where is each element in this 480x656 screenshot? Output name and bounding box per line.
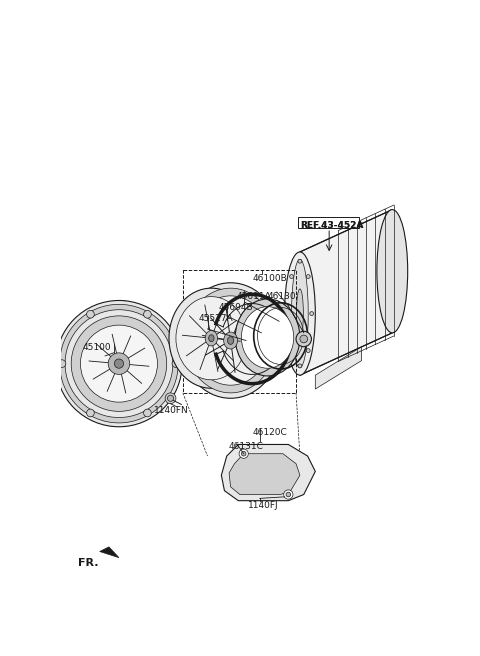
Circle shape bbox=[298, 259, 302, 263]
Circle shape bbox=[86, 409, 94, 417]
Ellipse shape bbox=[235, 299, 300, 376]
Ellipse shape bbox=[108, 353, 130, 375]
Ellipse shape bbox=[180, 283, 281, 398]
Text: 46131C: 46131C bbox=[229, 442, 264, 451]
Polygon shape bbox=[315, 347, 361, 389]
Circle shape bbox=[241, 451, 246, 456]
Ellipse shape bbox=[56, 300, 182, 427]
Text: 45527A: 45527A bbox=[198, 314, 233, 323]
Circle shape bbox=[284, 490, 293, 499]
Ellipse shape bbox=[297, 289, 303, 338]
Ellipse shape bbox=[65, 310, 173, 417]
Ellipse shape bbox=[71, 316, 167, 411]
Ellipse shape bbox=[169, 288, 254, 388]
Ellipse shape bbox=[185, 288, 276, 393]
Ellipse shape bbox=[224, 332, 238, 349]
Ellipse shape bbox=[209, 335, 214, 342]
Polygon shape bbox=[229, 454, 300, 495]
Text: REF.43-452A: REF.43-452A bbox=[300, 221, 363, 230]
Circle shape bbox=[286, 312, 290, 316]
Text: 1140FN: 1140FN bbox=[154, 406, 188, 415]
Circle shape bbox=[286, 492, 291, 497]
FancyBboxPatch shape bbox=[298, 216, 359, 228]
Circle shape bbox=[86, 310, 94, 318]
Text: 45611A: 45611A bbox=[237, 292, 272, 301]
Circle shape bbox=[310, 312, 313, 316]
Ellipse shape bbox=[377, 210, 408, 333]
Circle shape bbox=[298, 364, 302, 368]
Circle shape bbox=[300, 335, 308, 343]
Text: 45694B: 45694B bbox=[219, 303, 253, 312]
Circle shape bbox=[144, 409, 151, 417]
Ellipse shape bbox=[205, 331, 217, 346]
Text: REF.43-452A: REF.43-452A bbox=[300, 221, 363, 230]
Circle shape bbox=[172, 359, 180, 367]
Ellipse shape bbox=[60, 304, 178, 423]
Circle shape bbox=[306, 275, 310, 278]
Ellipse shape bbox=[241, 306, 294, 368]
Text: FR.: FR. bbox=[78, 558, 99, 569]
Circle shape bbox=[58, 359, 66, 367]
Text: 46130: 46130 bbox=[267, 292, 296, 301]
Circle shape bbox=[306, 349, 310, 352]
Ellipse shape bbox=[285, 252, 315, 375]
Ellipse shape bbox=[81, 325, 157, 402]
Circle shape bbox=[165, 393, 176, 403]
Circle shape bbox=[168, 395, 174, 401]
Text: 1140FJ: 1140FJ bbox=[248, 501, 279, 510]
Ellipse shape bbox=[291, 259, 308, 368]
Polygon shape bbox=[100, 547, 119, 558]
Polygon shape bbox=[300, 210, 392, 375]
Text: 45100: 45100 bbox=[83, 343, 111, 352]
Text: 46120C: 46120C bbox=[252, 428, 287, 436]
Ellipse shape bbox=[192, 296, 270, 385]
Circle shape bbox=[289, 349, 293, 352]
Circle shape bbox=[289, 275, 293, 278]
Ellipse shape bbox=[114, 359, 123, 368]
Circle shape bbox=[239, 449, 248, 459]
Text: 46100B: 46100B bbox=[252, 274, 287, 283]
Polygon shape bbox=[221, 445, 315, 501]
Circle shape bbox=[144, 310, 151, 318]
Ellipse shape bbox=[176, 297, 247, 380]
Circle shape bbox=[296, 331, 312, 346]
Ellipse shape bbox=[228, 337, 234, 344]
Ellipse shape bbox=[120, 300, 130, 427]
